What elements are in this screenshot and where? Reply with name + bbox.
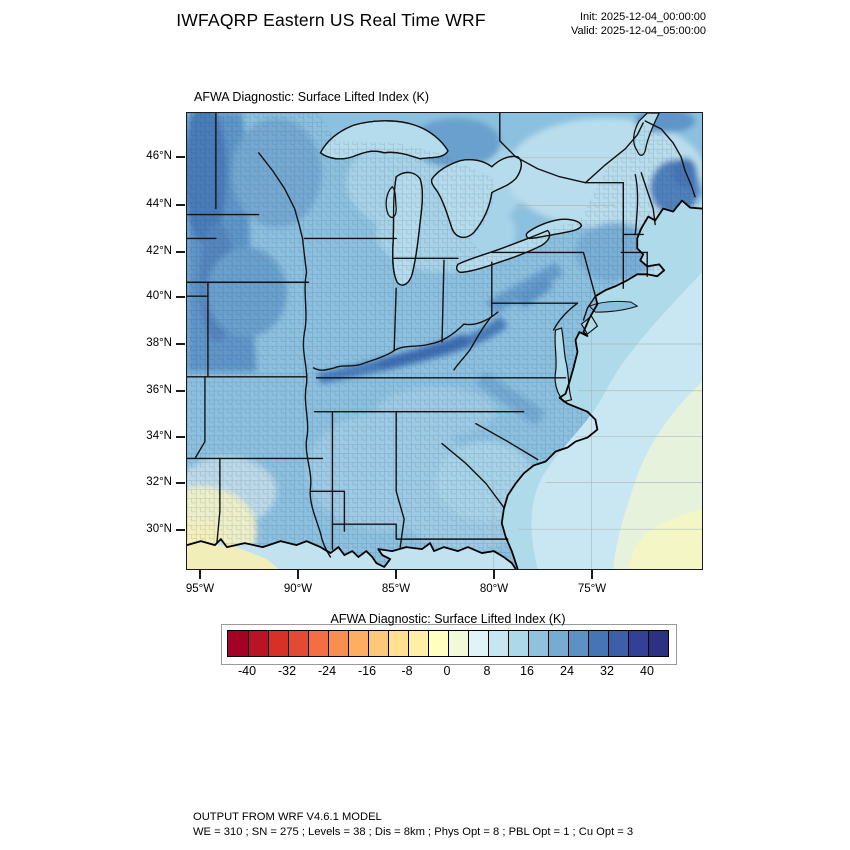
lon-tick-label: 85°W	[381, 583, 411, 595]
colorbar-cell	[608, 631, 628, 656]
colorbar	[227, 630, 669, 657]
long-island	[588, 300, 639, 313]
colorbar-cell	[368, 631, 388, 656]
colorbar-tick-label: -8	[401, 664, 413, 678]
colorbar-tick-label: 24	[560, 664, 574, 678]
lon-tick-mark	[297, 570, 299, 579]
lat-tick-mark	[176, 296, 185, 298]
colorbar-tick-label: -40	[237, 664, 257, 678]
lat-tick-mark	[176, 204, 185, 206]
colorbar-tick-label: 8	[483, 664, 491, 678]
lat-tick-label: 34°N	[146, 430, 172, 442]
lat-tick-label: 46°N	[146, 150, 172, 162]
colorbar-tick-label: 0	[443, 664, 451, 678]
lat-tick-mark	[176, 529, 185, 531]
colorbar-cell	[288, 631, 308, 656]
lake-outlines	[319, 120, 583, 286]
colorbar-tick-label: 16	[520, 664, 534, 678]
lon-tick-mark	[591, 570, 593, 579]
lat-tick-mark	[176, 482, 185, 484]
lat-tick-label: 42°N	[146, 245, 172, 257]
lat-tick-label: 40°N	[146, 290, 172, 302]
colorbar-cell	[548, 631, 568, 656]
colorbar-cell	[448, 631, 468, 656]
colorbar-title: AFWA Diagnostic: Surface Lifted Index (K…	[330, 612, 566, 626]
colorbar-tick-label: 32	[600, 664, 614, 678]
colorbar-cell	[508, 631, 528, 656]
model-info: OUTPUT FROM WRF V4.6.1 MODEL WE = 310 ; …	[193, 810, 633, 839]
colorbar-cell	[268, 631, 288, 656]
lat-tick-mark	[176, 436, 185, 438]
colorbar-perimeter	[221, 624, 677, 665]
lon-tick-mark	[493, 570, 495, 579]
lat-tick-mark	[176, 251, 185, 253]
lon-tick-label: 75°W	[577, 583, 607, 595]
page-title: IWFAQRP Eastern US Real Time WRF	[176, 10, 486, 30]
lat-tick-label: 36°N	[146, 384, 172, 396]
colorbar-cell	[588, 631, 608, 656]
lat-tick-label: 32°N	[146, 476, 172, 488]
colorbar-tick-label: 40	[640, 664, 654, 678]
colorbar-cell	[488, 631, 508, 656]
init-time: Init: 2025-12-04_00:00:00	[580, 11, 706, 23]
colorbar-cell	[628, 631, 648, 656]
colorbar-cell	[308, 631, 328, 656]
valid-time: Valid: 2025-12-04_05:00:00	[571, 24, 706, 37]
lat-tick-label: 44°N	[146, 198, 172, 210]
colorbar-cell	[328, 631, 348, 656]
model-info-line2: WE = 310 ; SN = 275 ; Levels = 38 ; Dis …	[193, 825, 634, 838]
colorbar-cell	[568, 631, 588, 656]
lifted-index-map	[187, 113, 702, 569]
colorbar-cell	[388, 631, 408, 656]
colorbar-tick-label: -24	[317, 664, 337, 678]
colorbar-cell	[408, 631, 428, 656]
coastline	[187, 199, 702, 569]
chesapeake-bay	[554, 327, 573, 403]
colorbar-cell	[468, 631, 488, 656]
colorbar-cell	[428, 631, 448, 656]
bays	[554, 315, 599, 403]
state-borders	[187, 113, 696, 558]
lon-tick-label: 90°W	[283, 583, 313, 595]
lon-tick-label: 80°W	[479, 583, 509, 595]
colorbar-cell	[648, 631, 668, 656]
colorbar-tick-label: -16	[357, 664, 377, 678]
lat-tick-label: 30°N	[146, 523, 172, 535]
lat-tick-mark	[176, 343, 185, 345]
run-times: Init: 2025-12-04_00:00:00 Valid: 2025-12…	[480, 11, 706, 38]
model-info-line1: OUTPUT FROM WRF V4.6.1 MODEL	[193, 811, 382, 823]
lon-tick-mark	[199, 570, 201, 579]
colorbar-cell	[528, 631, 548, 656]
colorbar-cell	[248, 631, 268, 656]
map-title: AFWA Diagnostic: Surface Lifted Index (K…	[194, 90, 430, 104]
colorbar-cell	[348, 631, 368, 656]
lon-tick-label: 95°W	[185, 583, 215, 595]
colorbar-tick-label: -32	[277, 664, 297, 678]
map-panel	[186, 112, 703, 570]
lat-tick-mark	[176, 390, 185, 392]
lon-tick-mark	[395, 570, 397, 579]
lat-tick-mark	[176, 156, 185, 158]
ocean	[187, 200, 702, 569]
field-fill	[187, 113, 702, 569]
colorbar-cell	[228, 631, 248, 656]
lat-tick-label: 38°N	[146, 337, 172, 349]
